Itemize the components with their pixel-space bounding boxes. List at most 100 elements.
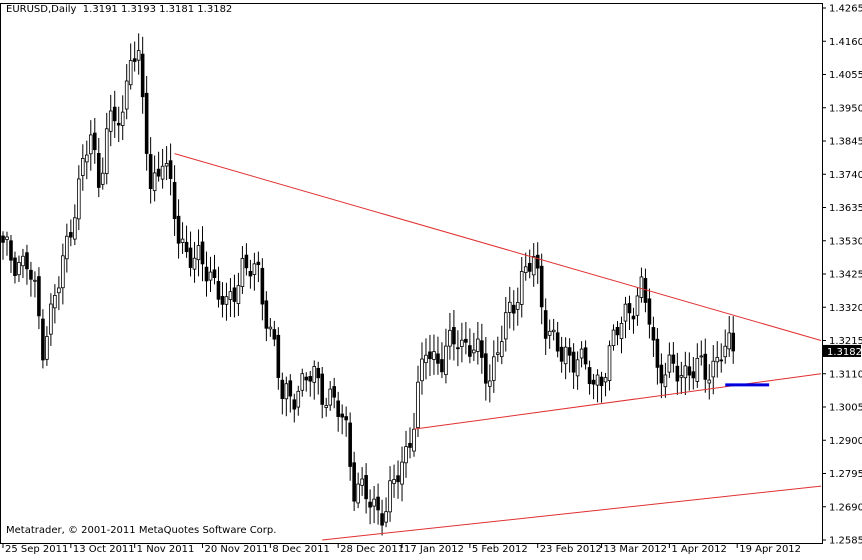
candle-body xyxy=(567,347,572,356)
candle-body xyxy=(691,371,696,379)
candle-body xyxy=(328,388,333,406)
candle-body xyxy=(468,345,472,357)
candle-body xyxy=(280,379,285,399)
candle-body xyxy=(81,158,85,176)
copyright-text: Metatrader, © 2001-2011 MetaQuotes Softw… xyxy=(6,525,277,536)
candle-body xyxy=(276,334,281,378)
candle-body xyxy=(340,413,344,418)
candle-body xyxy=(49,303,53,335)
candle-body xyxy=(727,332,732,350)
candle-body xyxy=(432,351,436,360)
candle-body xyxy=(148,154,153,190)
candle-body xyxy=(523,266,528,273)
candle-body xyxy=(539,265,544,308)
candle-body xyxy=(84,154,89,163)
y-axis-tick-label: 1.4265 xyxy=(829,4,862,15)
candle-body xyxy=(332,386,336,398)
trendline-lower-2 xyxy=(322,485,822,541)
ohlc-readout: 1.3191 1.3193 1.3181 1.3182 xyxy=(82,4,233,15)
candle-body xyxy=(703,353,708,380)
candle-body xyxy=(416,381,420,429)
x-axis-tick-label: 13 Mar 2012 xyxy=(604,544,667,555)
candle-body xyxy=(555,332,560,352)
candle-body xyxy=(212,269,217,279)
candle-body xyxy=(647,298,652,325)
current-price-label: 1.3182 xyxy=(827,347,862,358)
candle-body xyxy=(216,280,221,300)
y-axis-tick-label: 1.2690 xyxy=(829,502,862,513)
candle-body xyxy=(316,367,321,379)
candle-body xyxy=(200,241,205,265)
candle-body xyxy=(404,446,408,464)
candle-body xyxy=(77,178,81,220)
x-axis-tick-label: 19 Apr 2012 xyxy=(739,544,801,555)
candle-body xyxy=(444,345,448,376)
y-axis-tick-label: 1.3530 xyxy=(829,236,862,247)
candle-body xyxy=(260,267,265,305)
candle-body xyxy=(519,271,524,305)
candle-body xyxy=(25,252,29,270)
candle-body xyxy=(144,92,149,154)
candle-body xyxy=(196,245,201,261)
y-axis-tick-label: 1.4160 xyxy=(829,37,862,48)
candle-body xyxy=(440,359,444,373)
candle-body xyxy=(587,367,592,385)
y-axis-tick-label: 1.2900 xyxy=(829,436,862,447)
candle-body xyxy=(252,263,257,275)
x-axis-tick-label: 25 Sep 2011 xyxy=(5,544,68,555)
y-axis-tick-label: 1.4055 xyxy=(829,70,862,81)
candle-body xyxy=(272,329,277,340)
candle-body xyxy=(667,354,672,373)
candle-body xyxy=(480,340,484,358)
candle-body xyxy=(535,254,540,269)
candle-body xyxy=(288,380,293,397)
candle-body xyxy=(284,383,289,400)
candle-body xyxy=(376,496,380,511)
candle-body xyxy=(531,256,536,276)
candle-body xyxy=(655,338,660,368)
candle-body xyxy=(436,353,440,364)
candle-body xyxy=(240,258,245,287)
candle-body xyxy=(300,373,305,391)
candle-body xyxy=(368,501,372,508)
candle-body xyxy=(104,128,109,175)
candle-body xyxy=(611,329,616,347)
candle-body xyxy=(679,375,684,378)
candle-body xyxy=(591,379,596,385)
candle-body xyxy=(5,236,9,240)
candle-body xyxy=(731,332,736,352)
candle-body xyxy=(675,365,680,382)
candle-body xyxy=(699,355,704,358)
candle-body xyxy=(571,351,576,373)
candle-body xyxy=(499,341,504,358)
candle-body xyxy=(651,327,656,341)
x-axis-tick-label: 13 Oct 2011 xyxy=(73,544,135,555)
candle-body xyxy=(507,301,512,313)
candle-body xyxy=(488,380,492,387)
x-axis-tick-label: 23 Feb 2012 xyxy=(540,544,602,555)
candle-body xyxy=(188,247,193,268)
candle-body xyxy=(348,422,352,467)
candle-body xyxy=(312,366,317,383)
y-axis-tick-label: 1.3110 xyxy=(829,369,862,380)
candle-body xyxy=(424,354,428,364)
candle-body xyxy=(13,257,17,276)
candle-body xyxy=(460,339,464,347)
x-axis-tick-label: 17 Jan 2012 xyxy=(404,544,464,555)
candle-body xyxy=(248,270,253,277)
candle-body xyxy=(559,346,564,362)
candle-body xyxy=(412,428,416,452)
candle-body xyxy=(456,347,460,350)
x-axis-tick-label: 1 Apr 2012 xyxy=(671,544,726,555)
candle-body xyxy=(683,365,688,379)
candle-body xyxy=(61,255,65,289)
candle-body xyxy=(96,152,101,188)
candle-body xyxy=(635,295,640,316)
candle-body xyxy=(400,461,404,485)
candle-body xyxy=(116,122,121,126)
candle-body xyxy=(184,241,189,253)
x-axis-tick-label: 5 Feb 2012 xyxy=(472,544,528,555)
candle-body xyxy=(392,479,396,484)
